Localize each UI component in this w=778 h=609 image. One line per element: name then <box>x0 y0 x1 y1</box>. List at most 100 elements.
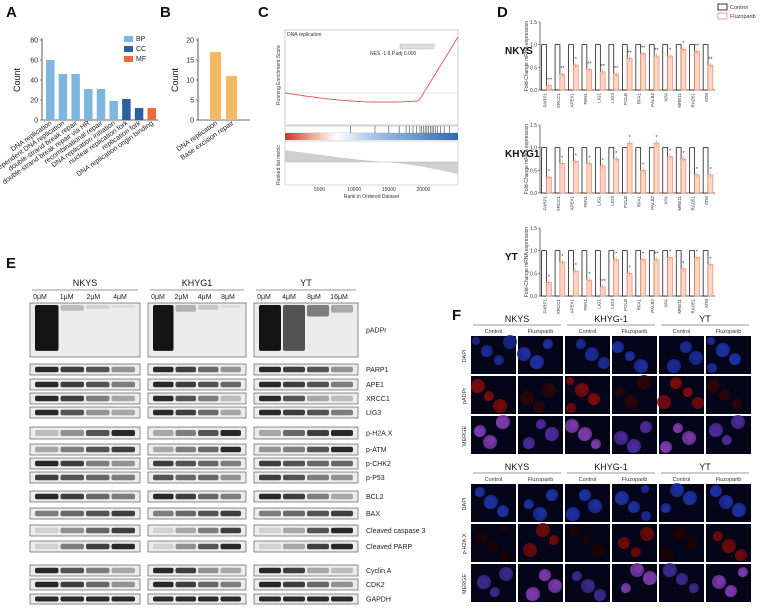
f-cell-blob <box>579 491 589 501</box>
f-cell-blob <box>578 429 590 441</box>
e-blot-band <box>153 596 174 602</box>
d-significance-mark: * <box>615 151 618 157</box>
d-bar-control <box>568 250 574 297</box>
c-rank-bar <box>285 133 458 140</box>
f-condition-label: Fluzoparib <box>716 329 742 335</box>
c-xtick-label: 20000 <box>416 187 430 193</box>
d-significance-mark: * <box>656 135 659 141</box>
f-cell-blob <box>680 343 690 353</box>
d-significance-mark: *** <box>600 279 607 285</box>
e-blot-band <box>86 305 110 309</box>
d-bar-fluzoparib <box>559 163 566 194</box>
e-blot-band <box>259 409 281 416</box>
f-condition-label: Control <box>485 329 503 335</box>
e-blot-band <box>60 430 84 436</box>
e-blot-band <box>198 409 219 416</box>
d-bar-control <box>689 147 695 194</box>
d-bar-control <box>675 44 682 91</box>
e-blot-band <box>60 510 84 517</box>
e-blot-strip <box>29 490 141 503</box>
e-blot-band <box>86 493 110 500</box>
e-blot-band <box>86 543 110 550</box>
d-gene-label: LIG1 <box>596 196 601 206</box>
e-blot-band <box>283 567 305 574</box>
e-blot-band <box>307 395 329 402</box>
d-significance-mark: * <box>696 167 699 173</box>
e-blot-band <box>153 409 174 416</box>
d-bar-fluzoparib <box>640 53 646 91</box>
e-blot-band <box>259 305 281 351</box>
d-significance-mark: * <box>642 252 645 258</box>
d-bar-fluzoparib <box>707 64 714 91</box>
e-blot-band <box>331 395 353 402</box>
d-gene-label: XPA <box>664 299 669 308</box>
d-significance-mark: * <box>548 274 551 280</box>
d-gene-label: LIG3 <box>610 93 615 103</box>
f-cell-blob <box>588 499 602 513</box>
f-cell-blob <box>523 543 537 557</box>
d-bar-control <box>541 147 547 194</box>
f-cell-header: NKYS <box>505 462 530 472</box>
f-cell-blob <box>591 441 599 449</box>
e-blot-band <box>111 460 135 467</box>
f-cell-blob <box>566 403 576 413</box>
e-blot-band <box>220 409 241 416</box>
d-bar-control <box>675 250 682 297</box>
e-blot-band <box>220 527 241 534</box>
e-blot-strip <box>147 507 247 520</box>
d-bar-control <box>635 250 642 297</box>
e-blot-band <box>35 460 59 467</box>
e-dose-label: 4μM <box>198 294 212 301</box>
f-cell-blob <box>637 377 649 389</box>
f-cell-blob <box>539 571 549 581</box>
e-blot-strip <box>147 540 247 553</box>
d-ytick-label: 1.5 <box>530 20 537 26</box>
f-row-label: p-H2A.X <box>462 533 468 554</box>
e-blot-band <box>307 474 329 481</box>
d-significance-mark: * <box>575 263 578 269</box>
e-blot-strip <box>147 490 247 503</box>
f-cell-blob <box>624 395 638 409</box>
e-blot-band <box>220 543 241 550</box>
e-protein-label: Cyclin A <box>366 568 392 575</box>
e-blot-band <box>331 474 353 481</box>
c-ylabel-bottom: Ranked list metric <box>276 145 282 185</box>
b-bar <box>226 76 237 120</box>
d-ytick-label: 1.0 <box>530 43 537 49</box>
f-cell-blob <box>523 439 533 449</box>
f-cell-blob <box>472 337 480 345</box>
e-blot-band <box>259 474 281 481</box>
e-blot-band <box>259 527 281 534</box>
d-gene-label: RAD51 <box>691 196 696 211</box>
d-ytick-label: 0.0 <box>530 191 537 197</box>
e-blot-band <box>153 305 174 351</box>
e-blot-band <box>259 567 281 574</box>
e-blot-band <box>220 510 241 517</box>
e-blot-band <box>220 446 241 453</box>
e-blot-band <box>331 527 353 534</box>
f-cell-header: YT <box>699 462 711 472</box>
d-gene-label: RAD51 <box>691 299 696 314</box>
f-cell-blob <box>615 493 627 505</box>
d-bar-control <box>608 147 615 194</box>
d-bar-fluzoparib <box>613 158 619 194</box>
d-significance-mark: * <box>669 249 672 255</box>
f-cell-blob <box>670 483 684 497</box>
a-bar <box>84 89 93 120</box>
d-gene-label: POLB <box>623 299 628 311</box>
e-blot-band <box>35 446 59 453</box>
e-blot-strip <box>29 578 141 591</box>
e-blot-band <box>198 567 219 574</box>
e-blot-strip <box>147 524 247 537</box>
f-condition-label: Control <box>673 329 691 335</box>
d-bar-control <box>662 147 668 194</box>
e-blot-band <box>220 460 241 467</box>
f-cell-blob <box>689 585 697 593</box>
e-blot-band <box>307 460 329 467</box>
a-legend-label: BP <box>136 36 146 43</box>
d-bar-control <box>622 250 628 297</box>
b-ytick-label: 10 <box>186 78 194 85</box>
c-xtick-label: 15000 <box>382 187 396 193</box>
d-bar-fluzoparib <box>586 69 593 91</box>
e-blot-band <box>198 474 219 481</box>
